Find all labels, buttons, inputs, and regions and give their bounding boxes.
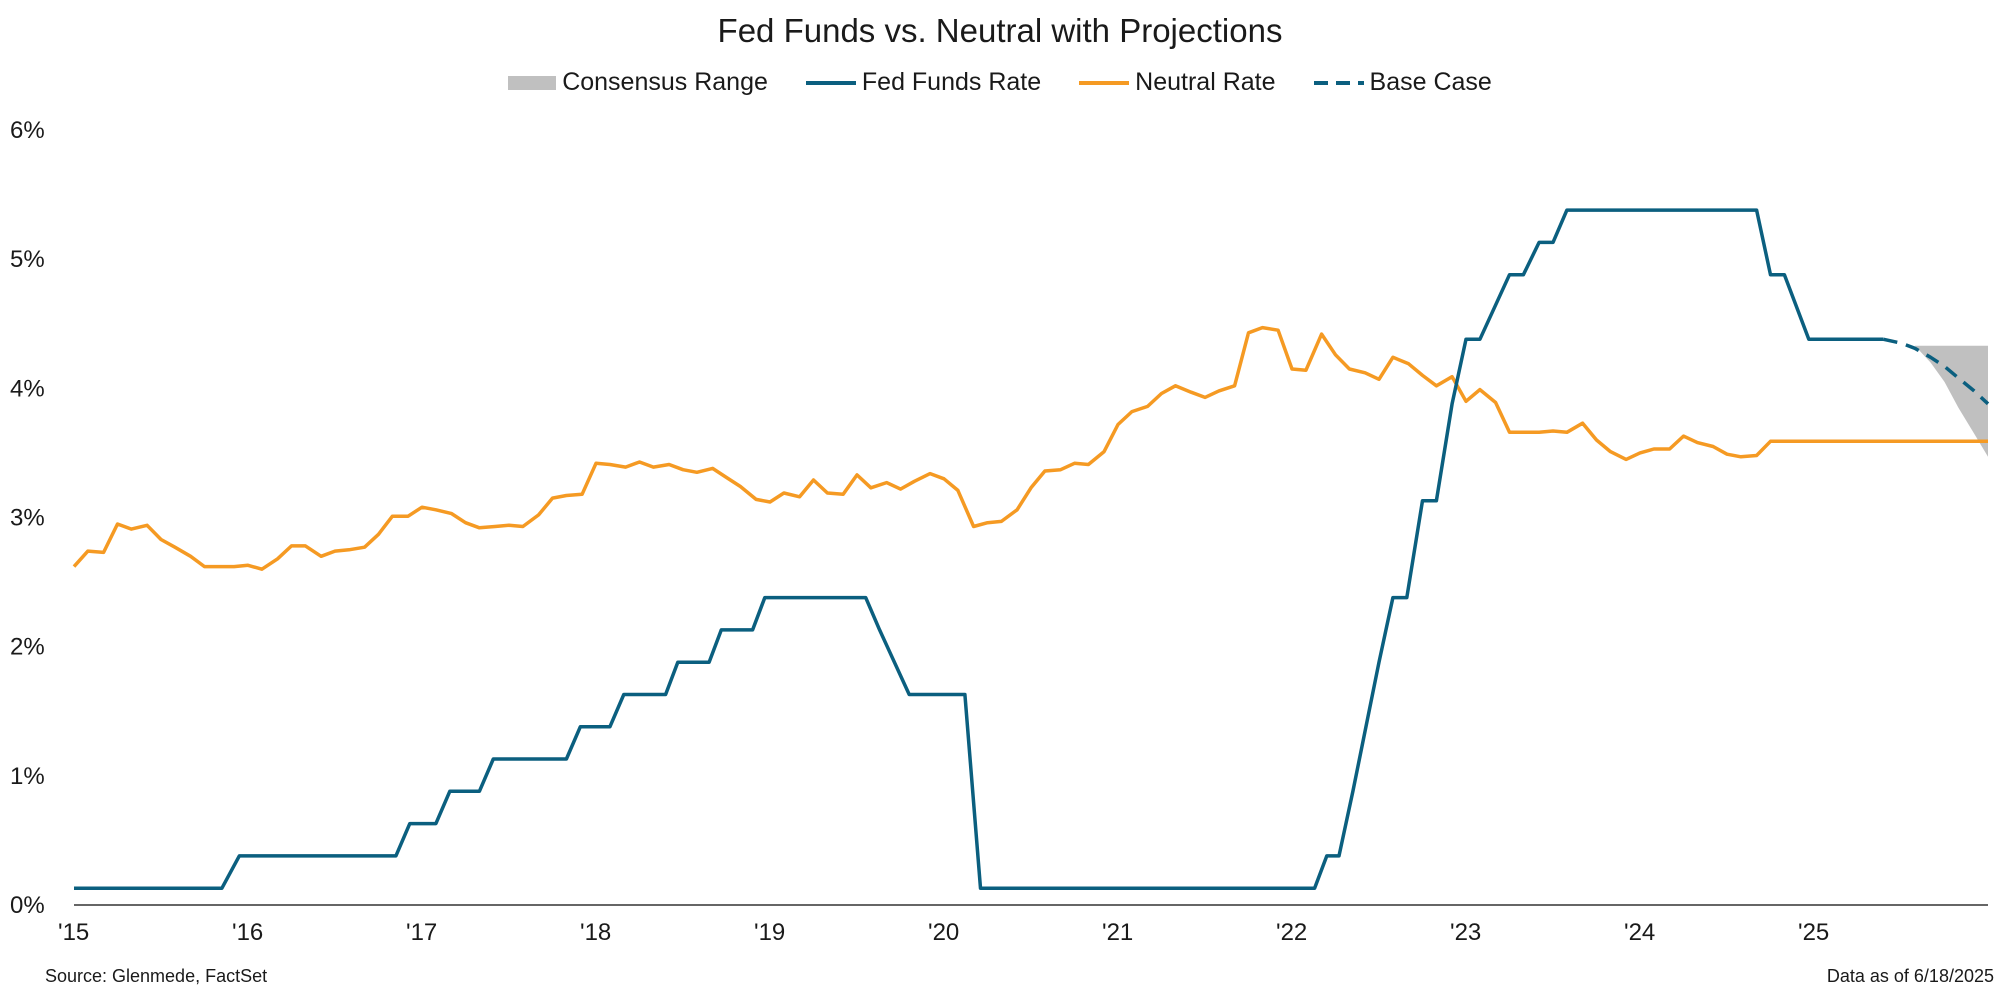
y-tick-label: 3% — [10, 505, 45, 532]
y-tick-label: 5% — [10, 246, 45, 273]
y-axis-ticks: 0% 1% 2% 3% 4% 5% 6% — [10, 117, 45, 919]
x-tick-label: '18 — [580, 919, 611, 946]
legend-item-fed-funds-rate: Fed Funds Rate — [805, 68, 1042, 97]
y-tick-label: 0% — [10, 892, 45, 919]
x-tick-label: '24 — [1624, 919, 1655, 946]
y-tick-label: 4% — [10, 375, 45, 402]
data-as-of-note: Data as of 6/18/2025 — [1826, 966, 1994, 986]
x-tick-label: '25 — [1798, 919, 1829, 946]
legend-label-consensus-range: Consensus Range — [562, 68, 768, 96]
x-tick-label: '20 — [928, 919, 959, 946]
y-tick-label: 6% — [10, 117, 45, 144]
x-tick-label: '21 — [1102, 919, 1133, 946]
neutral-rate-line — [72, 325, 1988, 571]
x-axis-ticks: '15 '16 '17 '18 '19 '20 '21 '22 '23 '24 '25 — [58, 919, 1829, 946]
x-tick-label: '23 — [1450, 919, 1481, 946]
legend-swatch-base-case — [1313, 80, 1364, 85]
base-case-line — [1883, 337, 1990, 406]
legend-item-base-case: Base Case — [1313, 68, 1492, 97]
legend-item-neutral-rate: Neutral Rate — [1079, 68, 1276, 97]
chart-title: Fed Funds vs. Neutral with Projections — [717, 12, 1283, 49]
legend-label-base-case: Base Case — [1369, 68, 1492, 96]
legend-label-neutral-rate: Neutral Rate — [1135, 68, 1276, 96]
legend-swatch-fed-funds-rate — [805, 80, 856, 85]
x-tick-label: '15 — [58, 919, 89, 946]
legend-swatch-consensus-range — [508, 75, 557, 90]
legend-item-consensus-range: Consensus Range — [508, 68, 768, 97]
y-tick-label: 2% — [10, 634, 45, 661]
legend-swatch-neutral-rate — [1079, 80, 1130, 85]
fed-funds-rate-line — [74, 208, 1884, 890]
x-tick-label: '17 — [406, 919, 437, 946]
source-note: Source: Glenmede, FactSet — [45, 966, 268, 986]
x-tick-label: '19 — [754, 919, 785, 946]
series-layer — [72, 208, 1990, 890]
x-tick-label: '22 — [1276, 919, 1307, 946]
consensus-range-area — [1914, 345, 1988, 457]
legend-label-fed-funds-rate: Fed Funds Rate — [861, 68, 1042, 96]
y-tick-label: 1% — [10, 763, 45, 790]
consensus-range-layer — [1914, 345, 1988, 457]
legend: Consensus Range Fed Funds Rate Neutral R… — [0, 68, 2000, 97]
x-tick-label: '16 — [232, 919, 263, 946]
